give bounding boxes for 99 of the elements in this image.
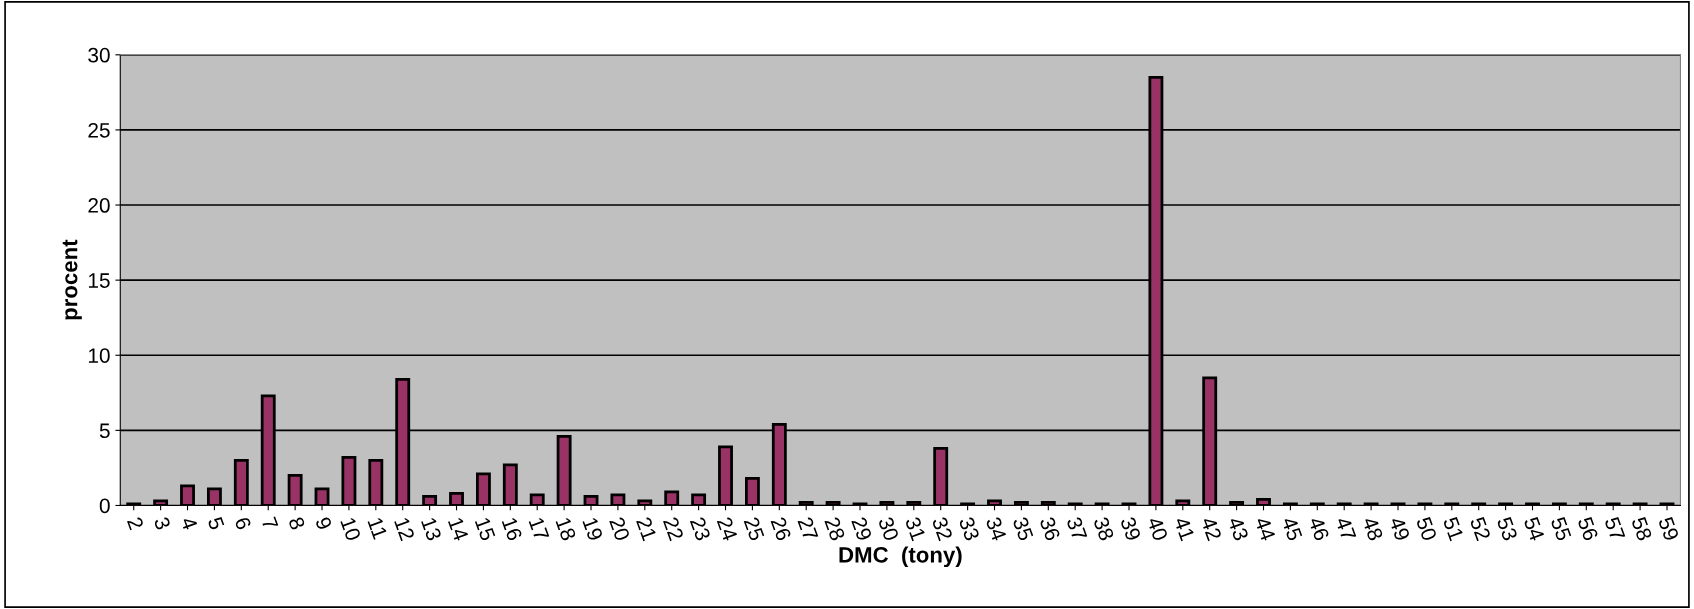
x-tick-label: 42	[1200, 515, 1222, 542]
bar	[610, 493, 626, 506]
x-tick-label: 44	[1254, 515, 1276, 542]
y-tick-label: 0	[99, 498, 110, 514]
x-tick-label: 48	[1362, 515, 1384, 542]
x-tick-label: 59	[1658, 516, 1680, 542]
x-tick-label: 26	[770, 516, 792, 542]
y-tick-label: 15	[88, 273, 110, 288]
y-tick-label: 10	[88, 348, 110, 363]
bar	[1229, 501, 1245, 506]
x-tick-label: 57	[1604, 516, 1626, 542]
x-tick-label: 22	[663, 516, 684, 542]
x-tick-label: 14	[448, 516, 469, 542]
bar	[1040, 501, 1056, 506]
bar	[583, 495, 599, 506]
x-tick-label: 23	[689, 516, 711, 542]
x-tick-label: 47	[1335, 515, 1357, 542]
x-tick-label: 6	[234, 516, 252, 531]
x-tick-label: 9	[315, 516, 333, 531]
bar	[1256, 498, 1271, 506]
bar	[798, 501, 814, 506]
x-tick-label: 41	[1173, 515, 1195, 542]
bar	[422, 495, 438, 506]
x-tick-label: 33	[958, 516, 980, 542]
x-tick-label: 56	[1577, 516, 1599, 542]
x-tick-label: 2	[127, 516, 144, 531]
x-tick-label: 54	[1523, 516, 1545, 542]
y-axis-title: procent	[62, 239, 82, 320]
x-tick-label: 50	[1415, 516, 1438, 542]
x-tick-label: 13	[420, 516, 442, 542]
x-tick-label: 21	[636, 516, 658, 542]
bar	[906, 501, 922, 506]
x-tick-label: 45	[1281, 515, 1303, 542]
bar	[180, 484, 195, 506]
bar	[1013, 501, 1029, 506]
bar	[1175, 499, 1191, 506]
bar	[475, 472, 491, 506]
x-tick-label: 55	[1550, 516, 1572, 542]
x-tick-label: 36	[1039, 516, 1061, 542]
x-tick-label: 40	[1146, 515, 1169, 542]
x-tick-label: 17	[528, 516, 550, 542]
x-tick-label: 43	[1227, 515, 1249, 542]
x-tick-label: 12	[394, 516, 415, 542]
bar	[744, 477, 760, 506]
x-tick-label: 11	[367, 516, 388, 540]
bar	[153, 499, 169, 506]
x-axis-title: DMC (tony)	[839, 546, 962, 568]
bar	[664, 490, 680, 506]
y-tick-label: 25	[88, 122, 110, 138]
x-tick-label: 31	[904, 516, 927, 542]
bar	[933, 447, 949, 506]
x-tick-label: 19	[582, 516, 604, 542]
x-tick-label: 4	[180, 515, 198, 531]
x-tick-label: 3	[153, 516, 171, 531]
x-tick-label: 30	[877, 516, 900, 542]
bar	[879, 501, 895, 506]
x-tick-label: 18	[555, 516, 577, 542]
x-tick-label: 34	[985, 516, 1007, 542]
bar	[529, 493, 545, 506]
bar	[287, 474, 303, 506]
x-tick-label: 52	[1469, 516, 1491, 542]
x-tick-label: 28	[824, 516, 846, 542]
bar	[314, 487, 330, 506]
x-tick-label: 7	[261, 516, 279, 531]
bar	[718, 445, 733, 506]
bar	[206, 487, 222, 506]
x-tick-label: 5	[207, 516, 225, 531]
bar	[233, 459, 249, 506]
bar	[449, 492, 464, 506]
y-tick-label: 30	[88, 47, 110, 63]
y-tick-label: 20	[88, 198, 110, 213]
x-tick-label: 8	[288, 516, 306, 531]
x-tick-label: 51	[1442, 516, 1464, 542]
x-tick-label: 49	[1388, 515, 1411, 542]
x-tick-label: 10	[340, 516, 362, 542]
x-tick-label: 20	[609, 516, 631, 542]
x-tick-label: 24	[716, 516, 738, 542]
x-tick-label: 46	[1308, 515, 1330, 542]
x-tick-label: 35	[1012, 516, 1034, 542]
x-tick-label: 37	[1066, 516, 1088, 542]
bar	[368, 459, 384, 506]
bar	[825, 501, 841, 506]
x-tick-label: 39	[1120, 516, 1142, 542]
bar	[556, 434, 572, 506]
x-tick-label: 58	[1631, 516, 1653, 542]
y-tick-label: 5	[99, 423, 110, 439]
x-tick-label: 15	[474, 516, 496, 542]
x-tick-label: 29	[851, 516, 873, 542]
x-tick-label: 16	[501, 516, 523, 542]
bar	[637, 499, 653, 506]
bar	[341, 456, 357, 506]
bar	[691, 493, 707, 506]
x-tick-label: 53	[1496, 516, 1518, 542]
bar	[987, 499, 1002, 506]
bar	[502, 463, 518, 506]
x-tick-label: 27	[797, 516, 819, 542]
x-tick-label: 32	[931, 516, 953, 542]
x-tick-label: 38	[1093, 516, 1115, 542]
x-tick-label: 25	[743, 516, 765, 542]
